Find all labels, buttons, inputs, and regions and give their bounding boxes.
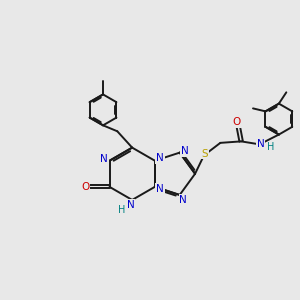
Text: O: O xyxy=(232,117,241,128)
Text: N: N xyxy=(127,200,135,210)
Text: H: H xyxy=(118,205,125,215)
Text: N: N xyxy=(156,153,164,163)
Text: H: H xyxy=(267,142,274,152)
Text: O: O xyxy=(81,182,89,192)
Text: N: N xyxy=(179,195,187,205)
Text: N: N xyxy=(257,139,265,149)
Text: S: S xyxy=(201,148,208,159)
Text: N: N xyxy=(100,154,108,164)
Text: N: N xyxy=(181,146,189,156)
Text: N: N xyxy=(156,184,164,194)
